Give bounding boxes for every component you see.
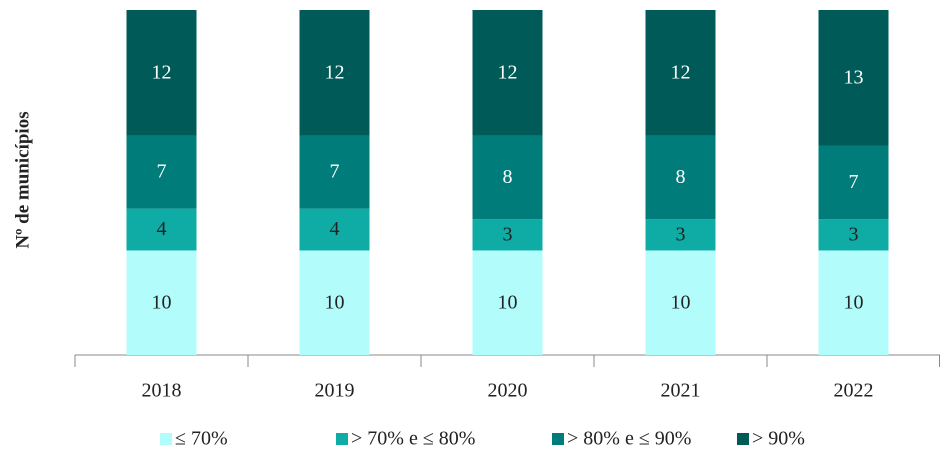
data-label: 12 <box>152 61 172 83</box>
bar-segment <box>645 219 716 251</box>
data-label: 10 <box>325 291 345 313</box>
x-tick-label: 2020 <box>488 380 528 402</box>
bar-segment <box>472 250 543 355</box>
data-label: 4 <box>330 218 340 240</box>
bar-segment <box>472 135 543 220</box>
data-label: 3 <box>503 223 513 245</box>
bar-segment <box>126 135 197 209</box>
legend-label: > 80% e ≤ 90% <box>567 428 691 450</box>
legend-swatch <box>336 433 348 445</box>
data-label: 10 <box>152 291 172 313</box>
x-tick-label: 2021 <box>661 380 701 402</box>
data-label: 12 <box>325 61 345 83</box>
data-label: 7 <box>849 171 859 193</box>
bar-segment <box>472 10 543 136</box>
bar-segment <box>645 250 716 355</box>
bar-segment <box>645 10 716 136</box>
bar-segment <box>818 250 889 355</box>
bar-segment <box>472 219 543 251</box>
bar-segment <box>126 10 197 136</box>
legend-swatch <box>160 433 172 445</box>
legend-label: ≤ 70% <box>175 428 228 450</box>
data-label: 7 <box>157 161 167 183</box>
data-label: 10 <box>498 291 518 313</box>
data-label: 10 <box>671 291 691 313</box>
data-label: 3 <box>849 223 859 245</box>
bar-segment <box>299 208 370 251</box>
legend-label: > 70% e ≤ 80% <box>351 428 475 450</box>
bar-segment <box>299 250 370 355</box>
bar-segment <box>818 145 889 220</box>
data-label: 10 <box>844 291 864 313</box>
data-label: 8 <box>503 166 513 188</box>
bar-segment <box>126 208 197 251</box>
bar-segment <box>299 135 370 209</box>
data-label: 12 <box>671 61 691 83</box>
bar-segment <box>818 219 889 251</box>
data-label: 7 <box>330 161 340 183</box>
legend-label: > 90% <box>752 428 805 450</box>
x-tick-label: 2022 <box>834 380 874 402</box>
bar-segment <box>299 10 370 136</box>
x-tick-label: 2019 <box>315 380 355 402</box>
data-label: 12 <box>498 61 518 83</box>
data-label: 4 <box>157 218 167 240</box>
bar-segment <box>645 135 716 220</box>
y-axis-label: Nº de municípios <box>12 111 33 248</box>
x-tick-label: 2018 <box>142 380 182 402</box>
legend-swatch <box>552 433 564 445</box>
data-label: 8 <box>676 166 686 188</box>
bar-segment <box>126 250 197 355</box>
legend-swatch <box>737 433 749 445</box>
data-label: 13 <box>844 67 864 89</box>
bar-segment <box>818 10 889 146</box>
data-label: 3 <box>676 223 686 245</box>
